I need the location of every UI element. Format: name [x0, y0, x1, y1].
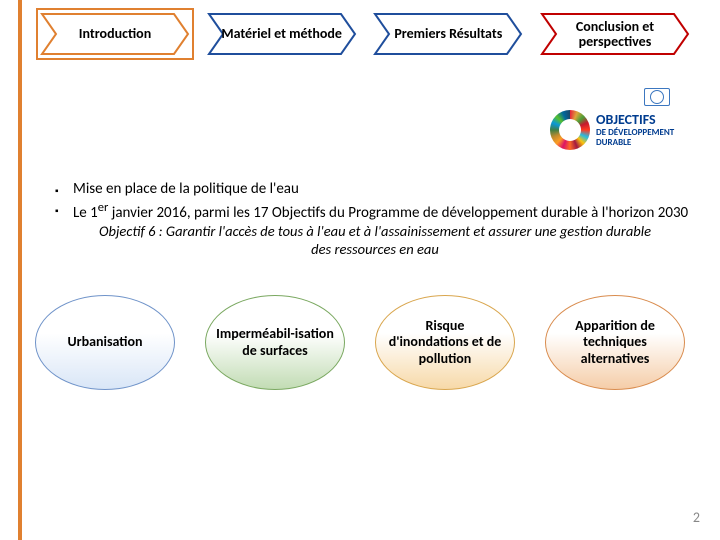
concept-bubble: Risque d'inondations et de pollution	[375, 295, 515, 390]
bullet-item: Le 1er janvier 2016, parmi les 17 Object…	[55, 200, 690, 222]
concept-bubble: Urbanisation	[35, 295, 175, 390]
concept-bubble-label: Urbanisation	[67, 334, 142, 350]
concept-bubble-label: Apparition de techniques alternatives	[554, 318, 676, 366]
left-accent-bar	[18, 0, 22, 540]
concept-bubble-label: Imperméabil-isation de surfaces	[214, 326, 336, 358]
nav-tab[interactable]: Introduction	[40, 12, 190, 56]
bullet-list: Mise en place de la politique de l'eau Le…	[55, 180, 690, 224]
concept-bubble-label: Risque d'inondations et de pollution	[384, 318, 506, 366]
page-number: 2	[693, 509, 700, 526]
sdg-logo-line1: OBJECTIFS	[596, 112, 674, 127]
nav-tab-label: Premiers Résultats	[386, 26, 510, 41]
nav-tab-label: Conclusion et perspectives	[540, 19, 690, 50]
objective-text: Objectif 6 : Garantir l'accès de tous à …	[90, 222, 660, 258]
nav-tab[interactable]: Matériel et méthode	[207, 12, 357, 56]
nav-tab[interactable]: Premiers Résultats	[373, 12, 523, 56]
sdg-logo: OBJECTIFS DE DÉVELOPPEMENT DURABLE	[550, 100, 680, 160]
concept-bubble-row: Urbanisation Imperméabil-isation de surfa…	[35, 295, 685, 390]
nav-tab[interactable]: Conclusion et perspectives	[540, 12, 690, 56]
nav-tab-label: Introduction	[71, 26, 159, 41]
sdg-logo-text: OBJECTIFS DE DÉVELOPPEMENT DURABLE	[596, 112, 674, 147]
nav-tab-label: Matériel et méthode	[213, 26, 350, 41]
sdg-color-wheel-icon	[550, 110, 590, 150]
navigation-row: Introduction Matériel et méthode Premier…	[40, 12, 690, 56]
bullet-item: Mise en place de la politique de l'eau	[55, 180, 690, 198]
concept-bubble: Imperméabil-isation de surfaces	[205, 295, 345, 390]
concept-bubble: Apparition de techniques alternatives	[545, 295, 685, 390]
sdg-logo-line3: DURABLE	[596, 138, 674, 148]
